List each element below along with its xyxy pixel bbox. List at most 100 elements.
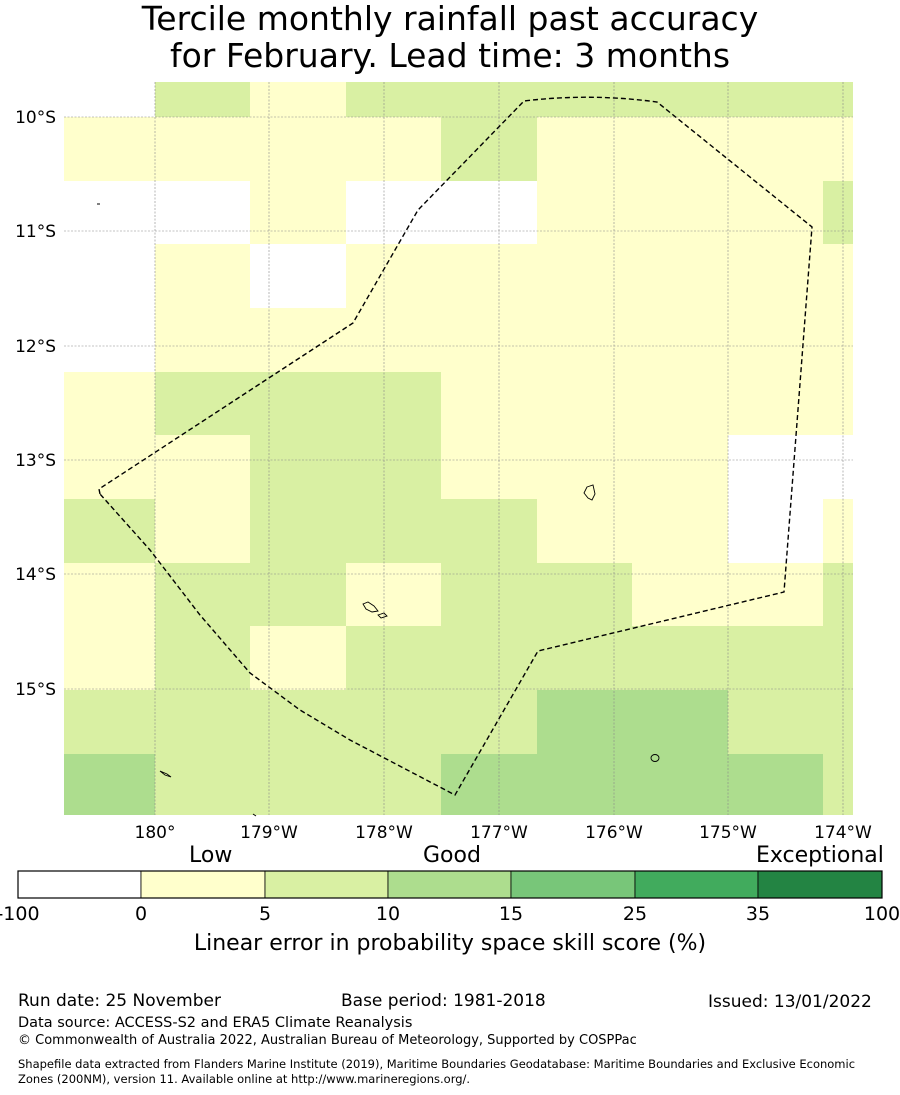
colorbar-outline — [17, 870, 883, 899]
skill-cell — [346, 754, 441, 815]
skill-cell — [64, 244, 155, 308]
issued-date: Issued: 13/01/2022 — [708, 992, 872, 1012]
colorbar-segment — [387, 870, 512, 899]
skill-cell — [250, 499, 346, 563]
skill-cell — [441, 499, 537, 563]
skill-cell — [823, 308, 853, 372]
skill-cell — [346, 499, 441, 563]
skill-cell — [823, 690, 853, 754]
skill-cell — [250, 690, 346, 754]
colorbar-tick-label: 5 — [259, 903, 271, 925]
skill-cell — [155, 690, 250, 754]
skill-cell — [823, 563, 853, 626]
colorbar: -100 0 5 10 15 25 35 100 — [0, 870, 900, 925]
longitude-label: 175°W — [699, 823, 757, 843]
latitude-label: 10°S — [15, 108, 56, 128]
copyright: © Commonwealth of Australia 2022, Austra… — [18, 1033, 637, 1048]
skill-cell — [155, 754, 250, 815]
skill-cell — [537, 82, 632, 117]
colorbar-segment — [17, 870, 142, 899]
skill-cell — [441, 563, 537, 626]
run-date: Run date: 25 November — [18, 991, 221, 1011]
skill-cell — [632, 754, 728, 815]
skill-cell — [441, 754, 537, 815]
island-outline — [362, 601, 379, 613]
skill-cell — [632, 690, 728, 754]
skill-cell — [64, 372, 155, 435]
skill-cell — [64, 181, 155, 244]
skill-cell — [823, 181, 853, 244]
skill-cell — [155, 372, 250, 435]
skill-cell — [728, 499, 823, 563]
latitude-label: 14°S — [15, 565, 56, 585]
skill-cell — [823, 754, 853, 815]
colorbar-segment — [510, 870, 636, 899]
skill-cell — [441, 244, 537, 308]
skill-cell — [441, 690, 537, 754]
skill-cell — [728, 181, 823, 244]
colorbar-segment — [140, 870, 266, 899]
skill-cell — [632, 435, 728, 499]
latitude-label: 11°S — [15, 222, 56, 242]
longitude-label: 174°W — [814, 823, 872, 843]
skill-cell — [823, 244, 853, 308]
skill-cell — [346, 372, 441, 435]
island-outline — [377, 612, 388, 619]
colorbar-tick-label: 10 — [376, 903, 400, 925]
skill-cell — [537, 117, 632, 181]
skill-cell — [155, 308, 250, 372]
skill-cell — [441, 117, 537, 181]
latitude-label: 13°S — [15, 451, 56, 471]
base-period: Base period: 1981-2018 — [341, 991, 546, 1011]
skill-cell — [64, 499, 155, 563]
skill-cell — [537, 372, 632, 435]
skill-cell — [728, 82, 823, 117]
skill-cell — [632, 308, 728, 372]
island-outline — [252, 813, 257, 817]
skill-cell — [155, 244, 250, 308]
colorbar-segment — [264, 870, 389, 899]
skill-cell — [537, 435, 632, 499]
data-source: Data source: ACCESS-S2 and ERA5 Climate … — [18, 1015, 413, 1031]
skill-cell — [250, 181, 346, 244]
colorbar-tick-label: 100 — [864, 903, 900, 925]
latitude-label: 12°S — [15, 337, 56, 357]
skill-cell — [632, 563, 728, 626]
skill-cell — [64, 82, 155, 117]
skill-cell — [155, 499, 250, 563]
longitude-label: 176°W — [585, 823, 643, 843]
latitude-label: 15°S — [15, 680, 56, 700]
skill-cell — [250, 308, 346, 372]
skill-cell — [823, 117, 853, 181]
skill-cell — [64, 563, 155, 626]
skill-cell — [632, 181, 728, 244]
skill-cell — [537, 244, 632, 308]
island-outline — [583, 484, 596, 501]
skill-cell — [823, 626, 853, 690]
skill-cell — [728, 117, 823, 181]
skill-cell — [537, 690, 632, 754]
colorbar-axis-label: Linear error in probability space skill … — [193, 931, 707, 956]
latitude-labels: 10°S 11°S 12°S 13°S 14°S 15°S — [15, 108, 56, 700]
chart-title-line-1: Tercile monthly rainfall past accuracy — [141, 0, 759, 38]
skill-cell — [632, 117, 728, 181]
skill-cell — [728, 435, 823, 499]
skill-cell — [728, 754, 823, 815]
skill-cell — [632, 499, 728, 563]
skill-cell — [250, 244, 346, 308]
skill-cell — [537, 754, 632, 815]
colorbar-label-exceptional: Exceptional — [756, 843, 884, 868]
skill-cell — [64, 626, 155, 690]
skill-cell — [250, 117, 346, 181]
skill-cell — [632, 244, 728, 308]
skill-cell — [346, 626, 441, 690]
colorbar-segment — [634, 870, 759, 899]
skill-cell — [64, 690, 155, 754]
skill-cell — [441, 82, 537, 117]
skill-cell — [346, 690, 441, 754]
skill-cell — [728, 372, 823, 435]
shapefile-credit-line-1: Shapefile data extracted from Flanders M… — [18, 1057, 856, 1071]
skill-grid — [64, 82, 853, 815]
skill-cell — [346, 82, 441, 117]
skill-cell — [728, 626, 823, 690]
